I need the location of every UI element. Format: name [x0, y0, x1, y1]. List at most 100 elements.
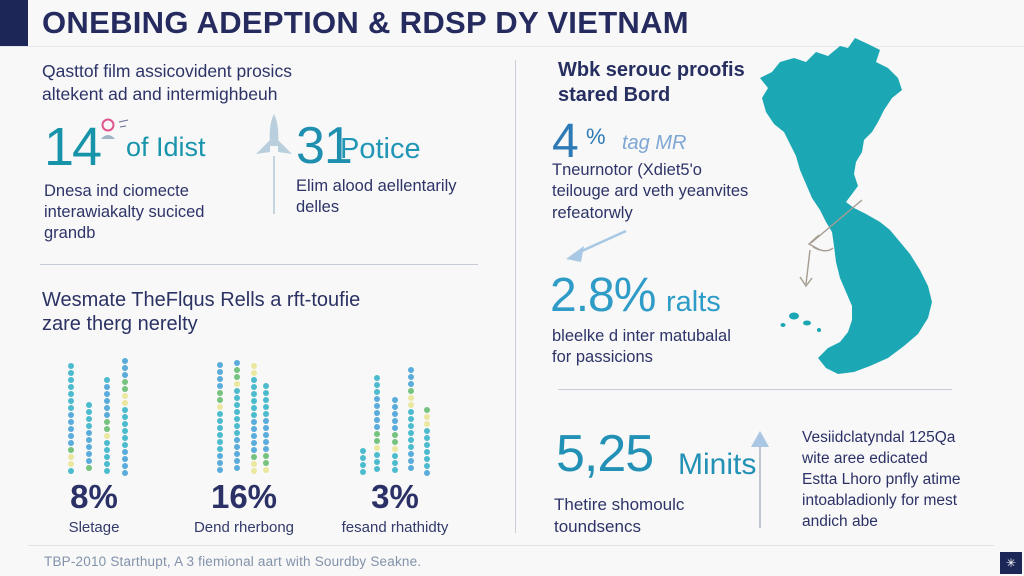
chart-dot [217, 411, 223, 417]
chart-dot [68, 426, 74, 432]
chart-dot [68, 447, 74, 453]
stat-ralts-desc: bleelke d inter matubalal for passicions [552, 327, 731, 367]
chart-group-caption: Sletage [68, 519, 120, 536]
chart-dot [408, 451, 414, 457]
chart-dot [122, 470, 128, 476]
chart-dot [234, 388, 240, 394]
chart-dot [408, 367, 414, 373]
chart-dot [251, 391, 257, 397]
stat-of-idist-label: of Idist [126, 132, 206, 162]
chart-dot [104, 454, 110, 460]
chart-dot [263, 432, 269, 438]
chart-dot [234, 458, 240, 464]
chart-dot [251, 426, 257, 432]
chart-dot [424, 407, 430, 413]
chart-dot [86, 423, 92, 429]
stat-tag-mr-desc: Tneurnotor (Xdiet5'o teilouge ard veth y… [552, 161, 749, 222]
chart-dot [408, 444, 414, 450]
chart-dot [122, 393, 128, 399]
stat-potice-desc: Elim alood aellentarily delles [296, 177, 457, 217]
brand-square [0, 0, 28, 46]
chart-dot [217, 446, 223, 452]
chart-dot [408, 437, 414, 443]
chart-dot [217, 376, 223, 382]
vietnam-map [760, 38, 932, 374]
chart-dot [360, 469, 366, 475]
chart-dot [217, 425, 223, 431]
chart-dot [374, 382, 380, 388]
stat-potice-label: Potice [340, 133, 421, 165]
chart-dot [251, 412, 257, 418]
left-intro-text: Qasttof film assicovident prosics alteke… [42, 61, 292, 105]
chart-dot [68, 370, 74, 376]
chart-dot [104, 384, 110, 390]
chart-dot [86, 444, 92, 450]
chart-dot [234, 402, 240, 408]
stat-ralts-value: 2.8% [550, 269, 656, 322]
chart-dot [424, 463, 430, 469]
chart-dot [408, 402, 414, 408]
chart-dot [217, 404, 223, 410]
chart-group-value: 8% [70, 478, 118, 515]
chart-dot [68, 398, 74, 404]
chart-dot [68, 377, 74, 383]
chart-dot [251, 440, 257, 446]
left-section-divider [40, 264, 478, 265]
chart-dot [86, 416, 92, 422]
chart-dot [68, 419, 74, 425]
chart-dot [251, 405, 257, 411]
chart-dot [251, 384, 257, 390]
stat-ralts-label: ralts [666, 286, 721, 318]
chart-dot [68, 433, 74, 439]
chart-dot [374, 403, 380, 409]
stat-of-idist-value: 14 [44, 117, 102, 177]
chart-dot [104, 391, 110, 397]
chart-group-label-3: 3% fesand rhathidty [324, 478, 466, 536]
footer-divider [28, 545, 994, 546]
chart-dot [104, 377, 110, 383]
chart-dot [217, 383, 223, 389]
chart-dot [251, 377, 257, 383]
chart-dot [392, 418, 398, 424]
chart-dot [408, 409, 414, 415]
chart-dot [104, 433, 110, 439]
chart-dot [263, 439, 269, 445]
chart-dot [251, 419, 257, 425]
chart-dot [122, 372, 128, 378]
chart-dot [104, 426, 110, 432]
chart-dot [392, 460, 398, 466]
chart-group-caption: Dend rherbong [193, 519, 295, 536]
stat-tag-mr-label: tag MR [622, 132, 687, 154]
chart-dot [251, 454, 257, 460]
chart-dot [68, 440, 74, 446]
chart-dot [374, 417, 380, 423]
chart-group-caption: fesand rhathidty [341, 519, 449, 536]
chart-dot [68, 461, 74, 467]
chart-dot [104, 440, 110, 446]
chart-dot [68, 468, 74, 474]
chart-dot [122, 442, 128, 448]
chart-dot [122, 421, 128, 427]
chart-dot [234, 437, 240, 443]
chart-dot [263, 425, 269, 431]
chart-dot [122, 407, 128, 413]
down-left-arrow-icon [566, 229, 627, 262]
chart-dot [392, 453, 398, 459]
chart-dot [392, 397, 398, 403]
chart-dot [122, 414, 128, 420]
column-divider [515, 60, 516, 533]
chart-dot [234, 444, 240, 450]
chart-dot [122, 428, 128, 434]
chart-dot [122, 400, 128, 406]
chart-dot [263, 418, 269, 424]
chart-dot [374, 389, 380, 395]
stat-tag-mr-value: 4 [552, 115, 579, 168]
chart-dot [392, 446, 398, 452]
chart-dot [217, 432, 223, 438]
chart-group-value: 3% [371, 478, 419, 515]
right-section-divider [558, 389, 952, 390]
chart-dot [374, 452, 380, 458]
chart-dot [68, 454, 74, 460]
chart-dot [251, 447, 257, 453]
